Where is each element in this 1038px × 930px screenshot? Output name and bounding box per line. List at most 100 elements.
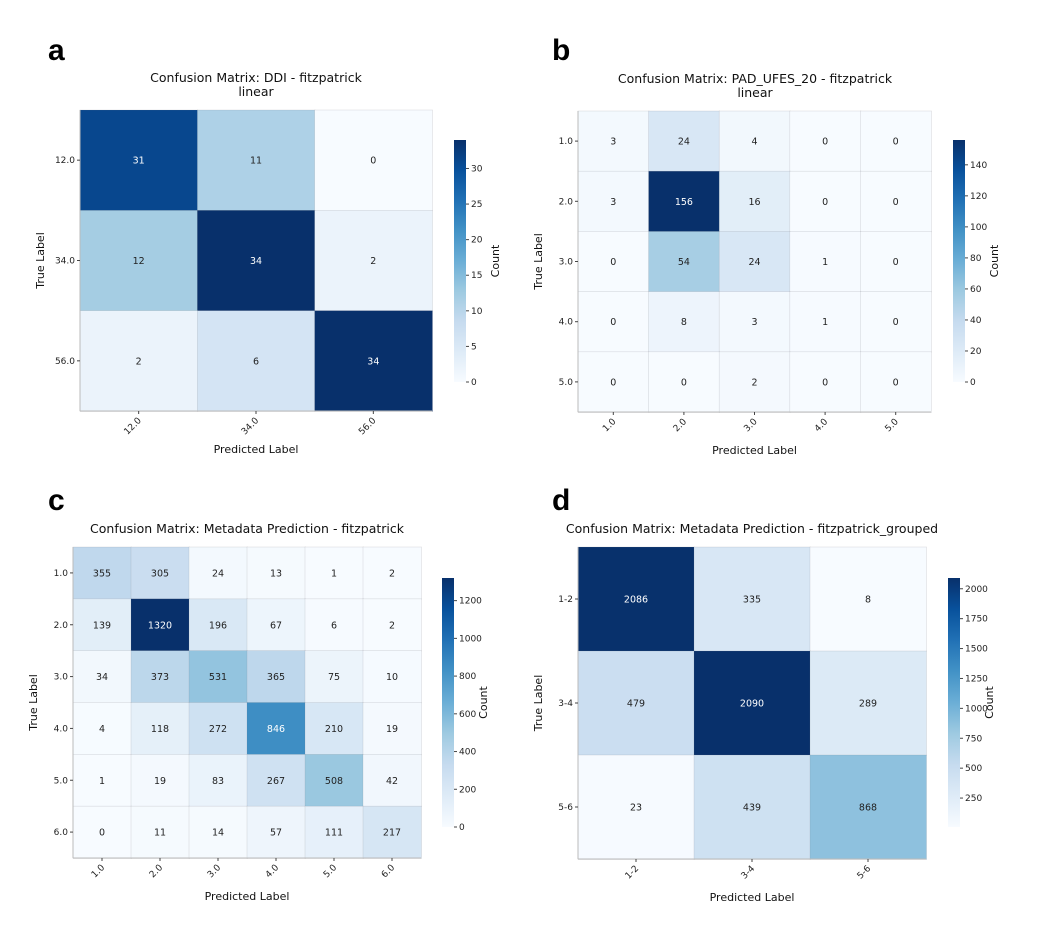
cell-value-label: 54 [678, 257, 690, 268]
colorbar-tick-label: 120 [970, 192, 987, 202]
cell-value-label: 2086 [624, 595, 648, 606]
panel-letter: d [552, 484, 570, 517]
cell-value-label: 305 [151, 568, 169, 579]
cell-value-label: 373 [151, 672, 169, 683]
cell-value-label: 24 [212, 568, 224, 579]
x-tick-label: 2.0 [148, 863, 165, 880]
heatmap-cell [809, 546, 927, 652]
cell-value-label: 2 [389, 620, 395, 631]
y-tick-label: 1-2 [558, 595, 573, 605]
cell-value-label: 868 [859, 803, 877, 814]
cell-value-label: 2 [751, 377, 757, 388]
heatmap-cell [648, 231, 720, 293]
colorbar-label: Count [983, 685, 996, 718]
x-axis-label: Predicted Label [214, 443, 299, 456]
y-tick-label: 2.0 [559, 197, 574, 207]
heatmap-cell [860, 110, 932, 173]
heatmap-cell [789, 351, 862, 413]
cell-value-label: 34 [250, 256, 262, 267]
cell-value-label: 57 [270, 828, 282, 839]
heatmap-cell [246, 650, 306, 704]
x-tick-label: 4.0 [813, 417, 830, 434]
cell-value-label: 118 [151, 724, 169, 735]
y-tick-label: 5.0 [559, 378, 574, 388]
heatmap-cell [693, 546, 811, 652]
heatmap-cell [362, 650, 422, 704]
heatmap-cell [577, 754, 695, 860]
y-tick-label: 1.0 [559, 137, 574, 147]
y-tick-label: 4.0 [559, 318, 574, 328]
colorbar-tick-label: 750 [965, 734, 982, 744]
heatmap-cell [197, 109, 316, 212]
cell-value-label: 217 [383, 828, 401, 839]
x-tick-label: 1.0 [90, 863, 107, 880]
cell-value-label: 8 [865, 595, 871, 606]
colorbar-tick-label: 500 [965, 764, 982, 774]
cell-value-label: 42 [386, 776, 398, 787]
cell-value-label: 4 [751, 137, 757, 148]
colorbar-tick-label: 15 [471, 271, 482, 281]
panel-letter: b [552, 34, 570, 67]
heatmap-cell [246, 598, 306, 652]
heatmap-cell [72, 598, 132, 652]
cell-value-label: 3 [610, 137, 616, 148]
heatmap-cell [362, 702, 422, 756]
x-tick-label: 6.0 [380, 863, 397, 880]
cell-value-label: 0 [822, 137, 828, 148]
x-tick-label: 34.0 [240, 416, 261, 437]
panel-d: d Confusion Matrix: Metadata Prediction -… [532, 484, 996, 904]
heatmap-cell [693, 754, 811, 860]
cell-value-label: 335 [743, 595, 761, 606]
cell-value-label: 2 [389, 568, 395, 579]
chart-title: Confusion Matrix: Metadata Prediction - … [90, 521, 405, 536]
cell-value-label: 0 [610, 377, 616, 388]
heatmap-cell [314, 109, 433, 212]
cell-value-label: 289 [859, 699, 877, 710]
heatmap-cell [577, 546, 695, 652]
cell-value-label: 439 [743, 803, 761, 814]
cell-value-label: 3 [751, 317, 757, 328]
x-tick-label: 56.0 [357, 416, 378, 437]
cell-value-label: 23 [630, 803, 642, 814]
cell-value-label: 24 [678, 137, 690, 148]
chart-title: Confusion Matrix: DDI - fitzpatrick [150, 70, 362, 85]
cell-value-label: 14 [212, 828, 224, 839]
heatmap-cell [362, 805, 422, 859]
cell-value-label: 0 [681, 377, 687, 388]
y-tick-label: 4.0 [54, 724, 69, 734]
heatmap-cell [130, 754, 190, 807]
y-tick-label: 3.0 [559, 258, 574, 268]
cell-value-label: 267 [267, 776, 285, 787]
cell-value-label: 2090 [740, 699, 764, 710]
heatmap-cell [246, 805, 306, 859]
y-tick-label: 5.0 [54, 776, 69, 786]
colorbar [454, 140, 466, 382]
heatmap-cell [79, 109, 199, 212]
cell-value-label: 272 [209, 724, 227, 735]
colorbar-tick-label: 80 [970, 254, 982, 264]
colorbar-tick-label: 250 [965, 794, 982, 804]
heatmap-cell [79, 310, 199, 412]
chart-title: Confusion Matrix: Metadata Prediction - … [566, 521, 938, 536]
chart-title: Confusion Matrix: PAD_UFES_20 - fitzpatr… [618, 71, 893, 86]
panel-letter: a [48, 34, 65, 67]
heatmap-cell [362, 546, 422, 600]
colorbar-tick-label: 1200 [459, 597, 482, 607]
heatmap-cell [246, 754, 306, 807]
x-tick-label: 5.0 [884, 417, 901, 434]
heatmap-cell [577, 650, 695, 756]
heatmap-cell [304, 650, 364, 704]
x-axis-label: Predicted Label [205, 890, 290, 903]
cell-value-label: 11 [154, 828, 166, 839]
y-tick-label: 3.0 [54, 673, 69, 683]
colorbar-tick-label: 200 [459, 785, 476, 795]
heatmap-cell [718, 170, 791, 233]
colorbar-tick-label: 60 [970, 285, 982, 295]
cell-value-label: 11 [250, 156, 262, 167]
colorbar-tick-label: 1250 [965, 674, 988, 684]
colorbar-tick-label: 100 [970, 223, 987, 233]
y-tick-label: 3-4 [558, 699, 573, 709]
heatmap-cell [304, 702, 364, 756]
colorbar-tick-label: 0 [459, 823, 465, 833]
heatmap-cell [197, 210, 316, 312]
